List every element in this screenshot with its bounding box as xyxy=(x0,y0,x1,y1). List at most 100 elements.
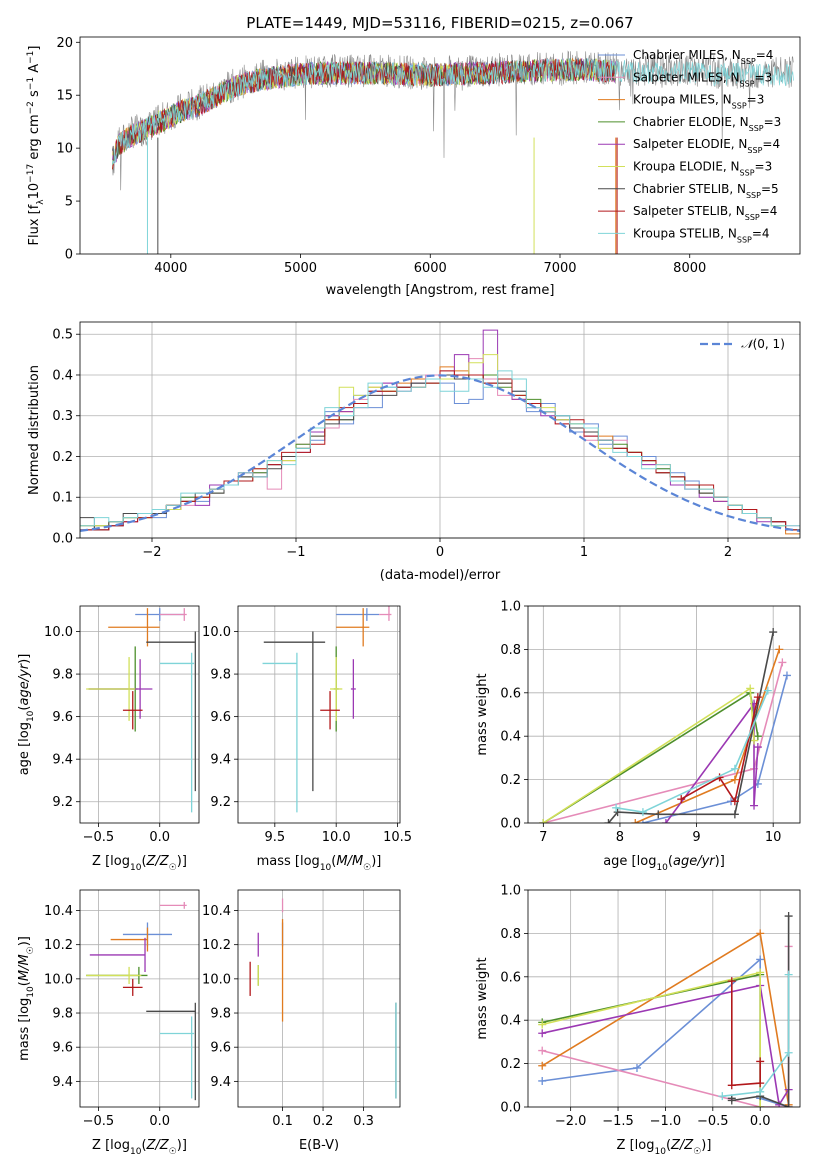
mass-weight-marker xyxy=(727,977,736,986)
mass-weight-marker xyxy=(654,810,663,819)
errorbar-plot-area xyxy=(262,606,392,813)
axes-frame xyxy=(527,605,801,824)
y-tick-label: 0.6 xyxy=(500,686,521,701)
mass-weight-line xyxy=(680,696,759,804)
y-tick-label: 0 xyxy=(65,248,73,263)
mass-weight-marker xyxy=(746,684,755,693)
x-tick-label: 0.0 xyxy=(149,830,170,845)
mass-weight-marker xyxy=(604,819,613,823)
errorbar-plot-area xyxy=(86,608,196,813)
mass-weight-marker xyxy=(638,808,647,817)
spectrum-xlabel: wavelength [Angstrom, rest frame] xyxy=(326,283,555,298)
mass-weight-marker xyxy=(784,1048,793,1057)
mass-weight-line xyxy=(542,691,759,823)
errorbar-point xyxy=(159,608,187,621)
x-tick-label: 9 xyxy=(692,830,700,845)
mass-weight-marker xyxy=(661,819,670,823)
y-tick-label: 0.4 xyxy=(52,368,73,383)
errorbar-point xyxy=(108,608,160,647)
mass-weight-marker xyxy=(756,1087,765,1096)
spectrum-model-line xyxy=(112,57,794,165)
y-tick-label: 0.6 xyxy=(500,970,521,985)
mass-weight-marker xyxy=(612,803,621,812)
mass-weight-marker xyxy=(763,686,772,695)
errorbar-xlabel-5: Z [log10(Z/Z☉)] xyxy=(92,1138,187,1157)
mass-weight-marker xyxy=(769,628,778,637)
x-tick-label: 10.5 xyxy=(383,830,412,845)
x-tick-label: −1 xyxy=(286,545,305,560)
mass-weight-marker xyxy=(730,810,739,819)
x-tick-label: 0.0 xyxy=(149,1114,170,1129)
y-tick-label: 10.2 xyxy=(44,938,73,953)
x-tick-label: −2 xyxy=(142,545,161,560)
errorbar-point xyxy=(320,691,340,730)
errorbar-point xyxy=(159,901,187,909)
mass-weight-marker xyxy=(753,693,762,702)
mass-weight-marker xyxy=(538,1046,547,1055)
histogram-xlabel: (data-model)/error xyxy=(380,568,501,583)
y-tick-label: 0.8 xyxy=(500,927,521,942)
mass-weight-marker xyxy=(784,970,793,979)
y-tick-label: 0.1 xyxy=(52,491,73,506)
y-tick-label: 0.2 xyxy=(500,1057,521,1072)
errorbar-point xyxy=(336,608,370,647)
mass-weight-marker xyxy=(782,671,791,680)
y-tick-label: 9.6 xyxy=(210,1041,231,1056)
x-tick-label: 10.0 xyxy=(322,830,351,845)
mass-weight-ylabel-7: mass weight xyxy=(475,957,490,1039)
mass-weight-marker xyxy=(784,912,793,921)
mass-weight-marker xyxy=(784,1103,793,1107)
axes-frame xyxy=(237,889,401,1108)
y-tick-label: 10.2 xyxy=(202,938,231,953)
y-tick-label: 0.0 xyxy=(500,1101,521,1116)
errorbar-point xyxy=(110,927,149,952)
errorbar-point xyxy=(159,652,195,813)
x-tick-label: 0.0 xyxy=(750,1114,771,1129)
errorbar-point xyxy=(122,978,143,996)
mass-weight-plot-area xyxy=(538,912,793,1107)
mass-weight-marker xyxy=(632,1063,641,1072)
y-tick-label: 10.0 xyxy=(202,625,231,640)
errorbar-plot-area xyxy=(86,901,196,1101)
errorbar-point xyxy=(122,691,143,730)
y-tick-label: 20 xyxy=(56,36,73,51)
errorbar-point xyxy=(146,1002,196,1101)
histogram-plot-area xyxy=(80,329,800,538)
y-tick-label: 0.4 xyxy=(500,1014,521,1029)
errorbar-ylabel-2: age [log10(age/yr)] xyxy=(17,654,36,776)
x-tick-label: 1 xyxy=(580,545,588,560)
legend-label: Kroupa MILES, NSSP=3 xyxy=(633,93,764,111)
errorbar-point xyxy=(159,1016,195,1099)
y-tick-label: 10 xyxy=(56,142,73,157)
mass-weight-marker xyxy=(539,819,548,823)
y-tick-label: 10.4 xyxy=(44,904,73,919)
x-tick-label: −1.0 xyxy=(650,1114,682,1129)
axes-frame xyxy=(79,889,200,1108)
x-tick-label: −1.5 xyxy=(602,1114,634,1129)
mass-weight-line xyxy=(642,675,788,823)
errorbar-panel-2: −0.5 0.0 9.2 9.4 9.6 9.8 10.0 Z [log10(Z/Z☉)] ag… xyxy=(17,605,200,873)
mass-weight-marker xyxy=(756,968,765,977)
histogram-step xyxy=(80,370,800,538)
errorbar-point xyxy=(146,631,196,792)
x-tick-label: 6000 xyxy=(414,261,447,276)
mass-weight-line xyxy=(542,973,762,1107)
y-tick-label: 1.0 xyxy=(500,884,521,899)
y-tick-label: 0.4 xyxy=(500,730,521,745)
mass-weight-marker xyxy=(538,1076,547,1085)
mass-weight-marker xyxy=(631,819,640,823)
y-tick-label: 1.0 xyxy=(500,600,521,615)
legend-label: Salpeter STELIB, NSSP=4 xyxy=(633,204,777,222)
errorbar-xlabel-6: E(B-V) xyxy=(299,1138,339,1153)
y-tick-label: 9.4 xyxy=(52,753,73,768)
x-tick-label: 0.3 xyxy=(353,1114,374,1129)
mass-weight-marker xyxy=(538,1061,547,1070)
legend-label: Salpeter MILES, NSSP=3 xyxy=(633,70,772,88)
y-tick-label: 0.0 xyxy=(52,532,73,547)
y-tick-label: 9.6 xyxy=(52,1041,73,1056)
mass-weight-line xyxy=(542,984,790,1107)
x-tick-label: 10 xyxy=(765,830,782,845)
mass-weight-marker xyxy=(538,1020,547,1029)
errorbar-panel-6: 0.1 0.2 0.3 9.4 9.6 9.8 10.0 10.2 10.4 E(B-V) xyxy=(202,889,401,1153)
mass-weight-marker xyxy=(718,1092,727,1101)
